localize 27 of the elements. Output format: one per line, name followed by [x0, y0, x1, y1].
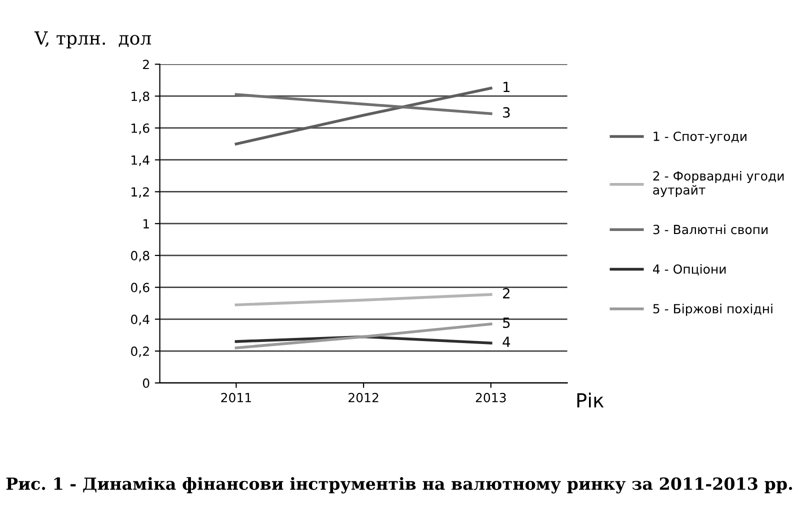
x-axis-title: Рік	[577, 392, 604, 408]
legend-label: 2 - Форвардні угоди аутрайт	[653, 170, 784, 198]
x-tick-label: 2012	[348, 392, 378, 402]
y-tick-label: 0,2	[131, 346, 149, 358]
y-tick-label: 1,4	[132, 155, 150, 166]
legend-label: 3 - Валютні свопи	[653, 224, 768, 234]
y-tick-label: 0,6	[131, 282, 150, 294]
annotation: 4	[502, 336, 510, 347]
y-axis-title: V, трлн. дол	[34, 31, 151, 48]
x-tick-label: 2013	[476, 392, 506, 402]
annotation: 2	[503, 288, 510, 298]
y-tick-label: 0,4	[131, 314, 150, 326]
y-tick-label: 1,6	[132, 123, 150, 134]
text: Рис. 1 - Динаміка фінансови інструментів на валютному ринку за 2011-2013 рр.	[6, 477, 792, 494]
legend-label: 1 - Спот-угоди	[654, 132, 746, 144]
annotation: 3	[503, 107, 510, 118]
y-tick-label: 1,8	[132, 92, 150, 102]
annotation: 5	[503, 318, 510, 328]
y-tick-label: 2	[143, 60, 149, 69]
legend-label: 4 - Опціони	[653, 264, 726, 276]
y-tick-label: 1,2	[132, 187, 149, 198]
x-tick-label: 2011	[221, 392, 251, 402]
legend-label: 5 - Біржові похідні	[653, 304, 772, 316]
y-tick-label: 1	[144, 219, 149, 228]
annotation: 1	[504, 82, 510, 92]
y-tick-label: 0	[142, 378, 150, 388]
y-tick-label: 0,8	[131, 250, 150, 262]
